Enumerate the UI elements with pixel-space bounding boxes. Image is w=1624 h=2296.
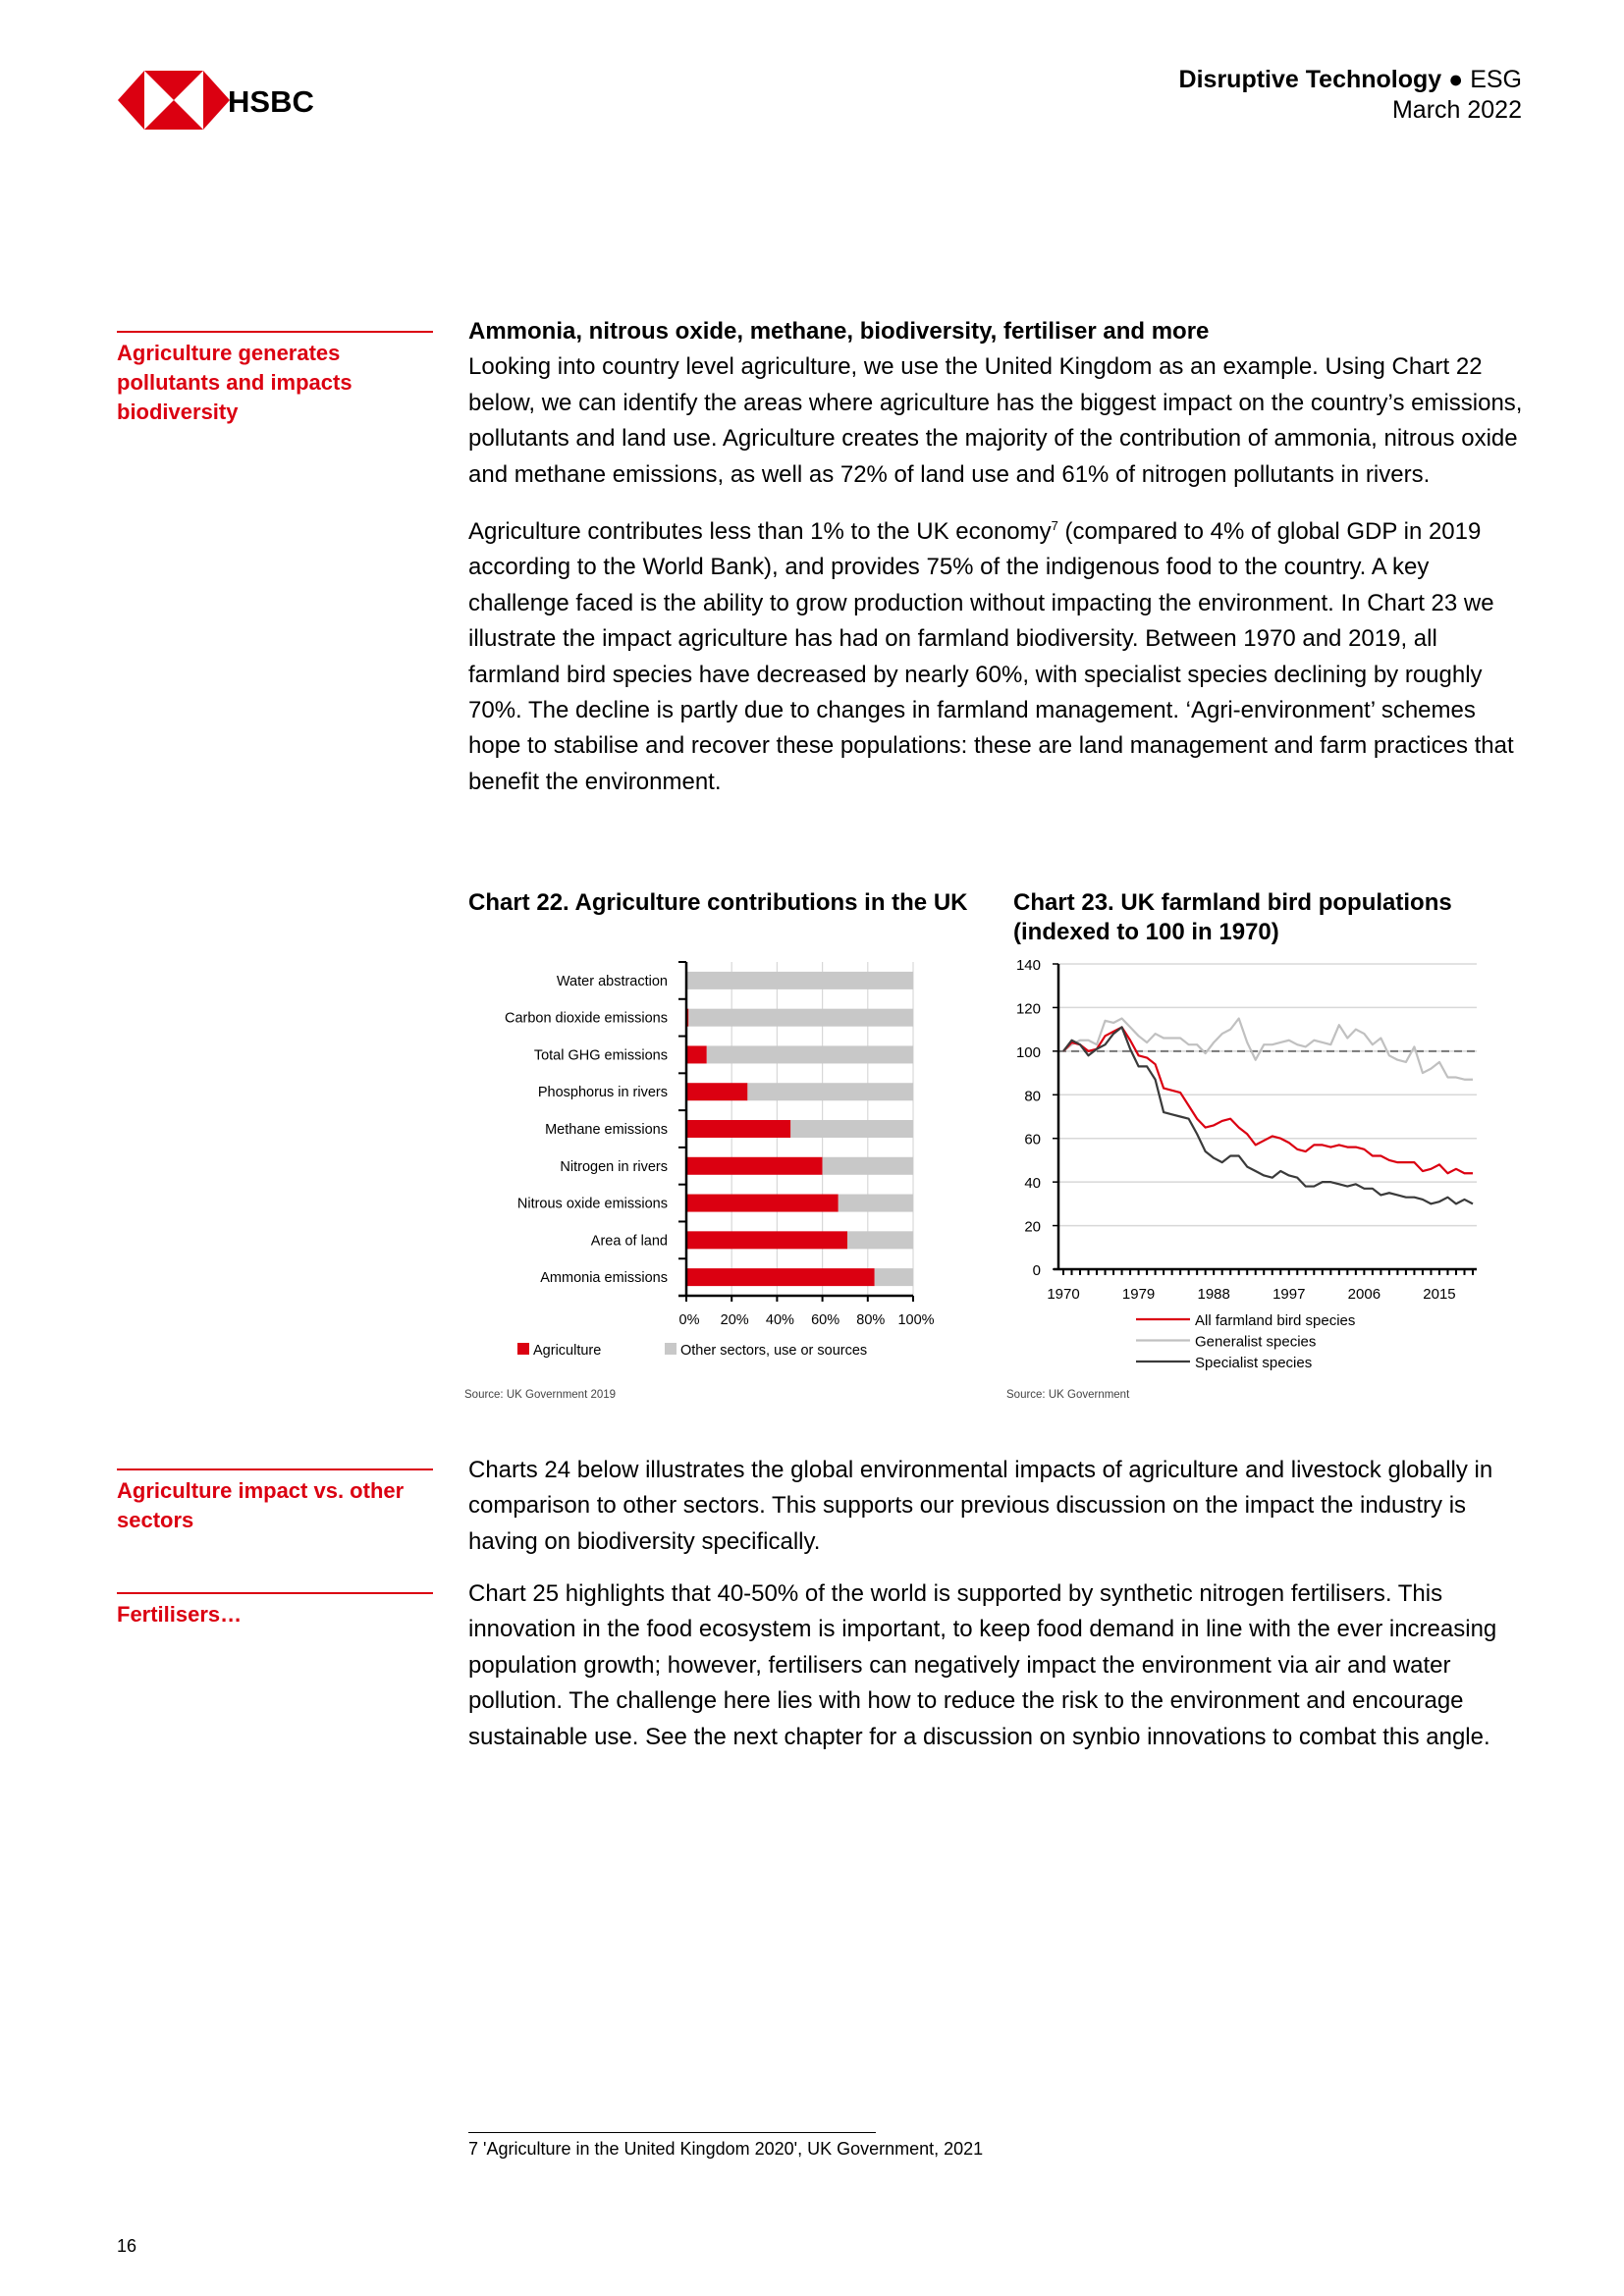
category-label: Nitrous oxide emissions bbox=[517, 1197, 668, 1212]
paragraph: Agriculture contributes less than 1% to … bbox=[468, 518, 1514, 795]
legend-swatch bbox=[665, 1343, 677, 1355]
bar-segment bbox=[686, 1120, 791, 1138]
series-line bbox=[1062, 1017, 1473, 1081]
hsbc-logo: HSBC bbox=[118, 71, 314, 134]
x-tick-label: 1970 bbox=[1047, 1286, 1079, 1303]
bar-segment bbox=[686, 1045, 707, 1064]
chart22-title: Chart 22. Agriculture contributions in t… bbox=[468, 889, 968, 916]
bar-segment bbox=[686, 1194, 839, 1212]
bar-segment bbox=[706, 1045, 913, 1064]
x-tick-label: 1997 bbox=[1272, 1286, 1305, 1303]
bar-segment bbox=[847, 1231, 913, 1250]
category-label: Phosphorus in rivers bbox=[538, 1085, 668, 1100]
chart-source: Source: UK Government bbox=[1006, 1389, 1130, 1401]
bar-segment bbox=[822, 1156, 913, 1175]
x-tick-label: 100% bbox=[897, 1312, 934, 1328]
legend-label: Specialist species bbox=[1195, 1355, 1312, 1371]
y-tick-label: 20 bbox=[1024, 1219, 1041, 1236]
y-tick-label: 140 bbox=[1016, 957, 1041, 974]
topic: ESG bbox=[1470, 66, 1522, 93]
x-tick-label: 40% bbox=[766, 1312, 794, 1328]
footnote: 7 'Agriculture in the United Kingdom 202… bbox=[468, 2132, 983, 2160]
x-tick-label: 2015 bbox=[1423, 1286, 1455, 1303]
footnote-ref: 7 bbox=[1051, 518, 1058, 534]
paragraph: Chart 25 highlights that 40-50% of the w… bbox=[468, 1580, 1497, 1750]
separator: ● bbox=[1448, 66, 1464, 93]
legend-label: All farmland bird species bbox=[1195, 1312, 1355, 1329]
bar-segment bbox=[686, 1083, 748, 1101]
bar-segment bbox=[838, 1194, 913, 1212]
category-label: Nitrogen in rivers bbox=[560, 1159, 668, 1175]
report-date: March 2022 bbox=[1391, 96, 1522, 124]
bar-segment bbox=[874, 1268, 913, 1287]
bar-segment bbox=[686, 971, 913, 989]
bar-segment bbox=[747, 1083, 913, 1101]
category-label: Ammonia emissions bbox=[540, 1270, 668, 1286]
bar-segment bbox=[686, 1268, 875, 1287]
bar-segment bbox=[688, 1008, 913, 1027]
y-tick-label: 60 bbox=[1024, 1132, 1041, 1148]
bar-segment bbox=[686, 1156, 823, 1175]
page-number: 16 bbox=[117, 2236, 137, 2256]
y-tick-label: 40 bbox=[1024, 1175, 1041, 1192]
category-label: Carbon dioxide emissions bbox=[505, 1011, 668, 1027]
category-label: Total GHG emissions bbox=[534, 1047, 668, 1063]
sidebar-note: Fertilisers… bbox=[117, 1592, 433, 1629]
paragraph: Charts 24 below illustrates the global e… bbox=[468, 1457, 1493, 1555]
section-agriculture-uk: Ammonia, nitrous oxide, methane, biodive… bbox=[468, 314, 1524, 816]
y-tick-label: 120 bbox=[1016, 1000, 1041, 1017]
x-tick-label: 1979 bbox=[1122, 1286, 1155, 1303]
x-tick-label: 2006 bbox=[1348, 1286, 1380, 1303]
sidebar-note: Agriculture generates pollutants and imp… bbox=[117, 331, 433, 427]
section-fertilisers: Chart 25 highlights that 40-50% of the w… bbox=[468, 1576, 1524, 1771]
section-impact: Charts 24 below illustrates the global e… bbox=[468, 1453, 1524, 1575]
x-tick-label: 1988 bbox=[1197, 1286, 1229, 1303]
x-tick-label: 20% bbox=[721, 1312, 749, 1328]
series-line bbox=[1062, 1026, 1474, 1205]
x-tick-label: 80% bbox=[856, 1312, 885, 1328]
bar-segment bbox=[790, 1120, 913, 1138]
chart23-line-chart: 0 20 40 60 80 100 120 140 1970 1979 1988 1997 2006 20… bbox=[1006, 957, 1477, 1401]
category-label: Area of land bbox=[591, 1233, 668, 1249]
series-line bbox=[1062, 1026, 1473, 1175]
section-heading: Ammonia, nitrous oxide, methane, biodive… bbox=[468, 318, 1210, 345]
x-tick-label: 60% bbox=[811, 1312, 839, 1328]
chart23-title: Chart 23. UK farmland bird populations (… bbox=[1013, 889, 1452, 945]
paragraph: Looking into country level agriculture, … bbox=[468, 353, 1523, 488]
sidebar-note: Agriculture impact vs. other sectors bbox=[117, 1468, 433, 1535]
x-tick-label: 0% bbox=[679, 1312, 700, 1328]
chart-source: Source: UK Government 2019 bbox=[464, 1389, 616, 1401]
series-name: Disruptive Technology bbox=[1178, 66, 1442, 93]
chart22-bar-chart: Water abstraction Carbon dioxide emission… bbox=[464, 961, 935, 1401]
bar-segment bbox=[686, 1231, 848, 1250]
report-header: Disruptive Technology ● ESG March 2022 bbox=[1179, 65, 1522, 126]
legend-label: Agriculture bbox=[533, 1343, 601, 1359]
legend-swatch bbox=[517, 1343, 529, 1355]
y-tick-label: 80 bbox=[1024, 1088, 1041, 1104]
category-label: Methane emissions bbox=[545, 1122, 668, 1138]
legend-label: Generalist species bbox=[1195, 1334, 1316, 1351]
category-label: Water abstraction bbox=[557, 974, 668, 989]
y-tick-label: 100 bbox=[1016, 1044, 1041, 1061]
y-tick-label: 0 bbox=[1033, 1262, 1041, 1279]
logo-wordmark: HSBC bbox=[228, 84, 314, 119]
legend-label: Other sectors, use or sources bbox=[680, 1343, 867, 1359]
